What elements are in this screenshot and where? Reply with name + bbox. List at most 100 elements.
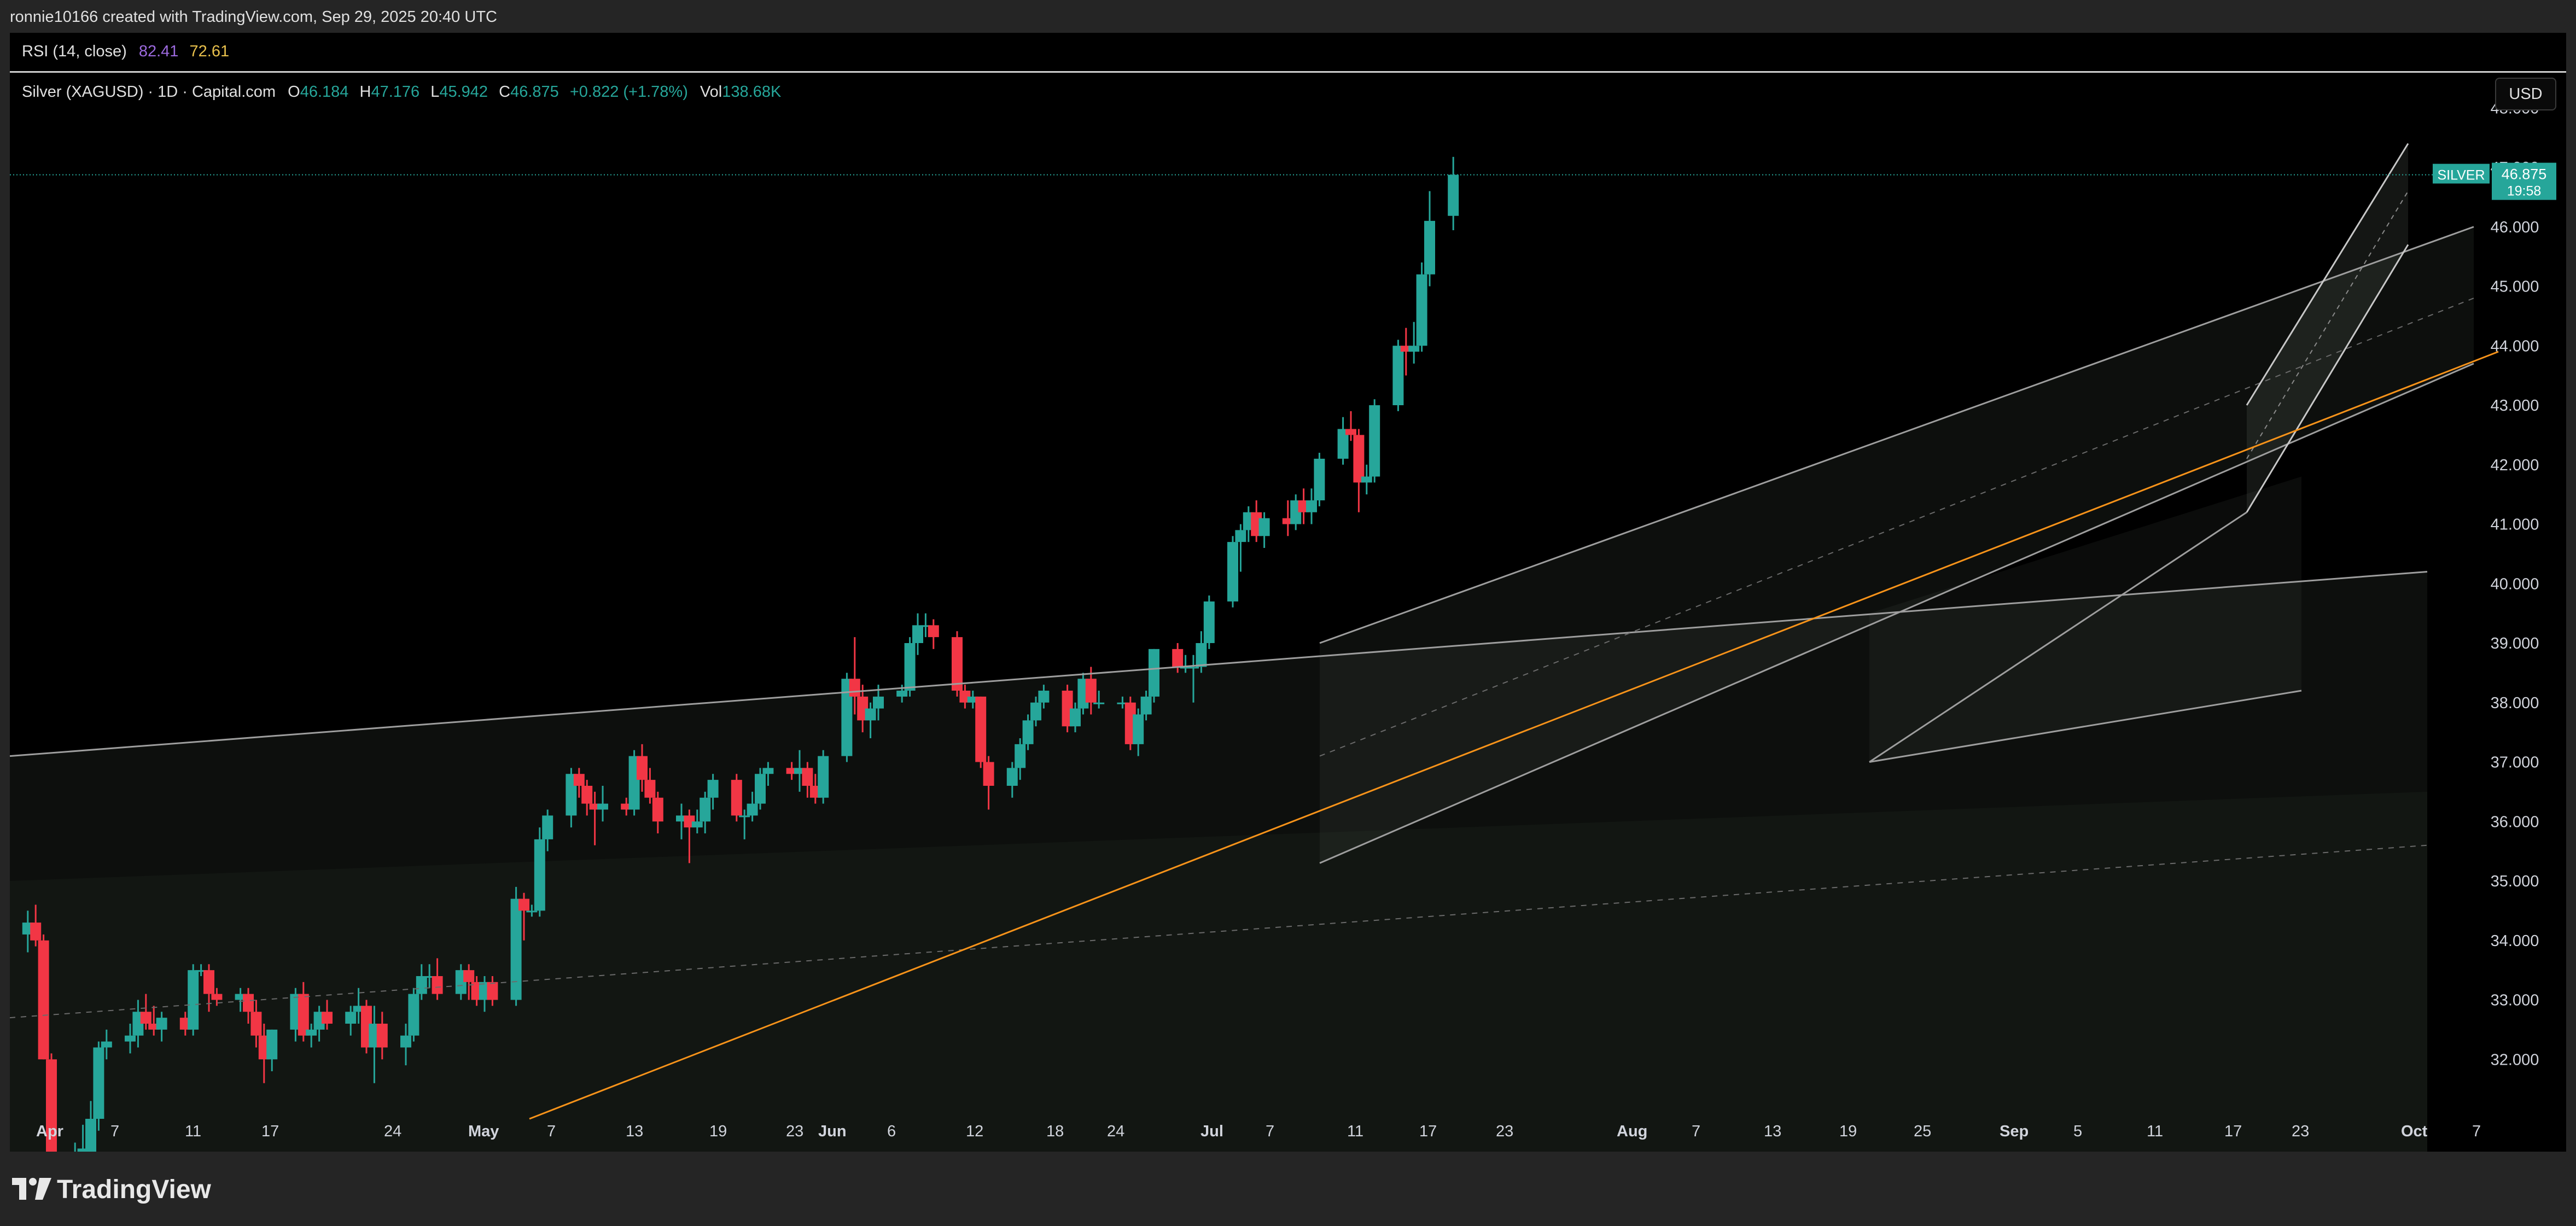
- candle-body: [1149, 649, 1159, 697]
- candle-body: [93, 1047, 104, 1119]
- candle-body: [30, 923, 42, 941]
- aug-channel-inner: [1869, 511, 2247, 763]
- time-axis-label: 25: [1914, 1123, 1931, 1140]
- open-value: 46.184: [300, 83, 349, 101]
- time-axis-label: Jul: [1200, 1123, 1223, 1140]
- symbol-tag-label: SILVER: [2437, 168, 2485, 183]
- candle-body: [306, 1029, 317, 1036]
- time-axis-label: Aug: [1617, 1123, 1647, 1140]
- candle-body: [731, 780, 742, 816]
- candle-body: [243, 994, 254, 1012]
- candle-body: [400, 1035, 411, 1048]
- candle-body: [1416, 274, 1427, 346]
- candle-body: [762, 768, 774, 774]
- candle-body: [597, 803, 608, 810]
- candle-body: [849, 679, 860, 697]
- candle-body: [652, 797, 663, 822]
- candle-body: [376, 1024, 388, 1048]
- channel-upper-line: [10, 571, 2428, 757]
- candle-body: [1038, 691, 1050, 703]
- candle-body: [1133, 714, 1144, 744]
- candle-body: [1392, 346, 1404, 405]
- time-axis-label: 23: [2292, 1123, 2309, 1140]
- price-axis-label: 40.000: [2491, 575, 2539, 593]
- price-axis-label: 43.000: [2491, 397, 2539, 414]
- currency-button[interactable]: USD: [2495, 78, 2556, 110]
- candle-body: [912, 625, 923, 643]
- time-axis-label: 7: [1266, 1123, 1274, 1140]
- candle-body: [573, 774, 585, 786]
- candle-body: [1196, 643, 1207, 667]
- candle-body: [865, 708, 876, 721]
- price-axis-label: 38.000: [2491, 694, 2539, 712]
- support-trendline: [529, 351, 2499, 1120]
- candle-body: [818, 756, 829, 798]
- time-axis-label: 11: [185, 1123, 201, 1140]
- candle-body: [707, 780, 719, 798]
- price-axis-label: 36.000: [2491, 813, 2539, 831]
- symbol-tag-bg: [2433, 164, 2490, 184]
- candle-body: [518, 898, 529, 911]
- channel-fill-steep: [2247, 143, 2408, 512]
- price-tag-bg: [2492, 162, 2556, 200]
- candle-body: [644, 780, 656, 798]
- close-value: 46.875: [510, 83, 559, 101]
- candle-body: [1070, 708, 1081, 727]
- aug-channel-lower: [1869, 690, 2302, 763]
- candle-body: [786, 768, 797, 774]
- candle-body: [904, 643, 916, 691]
- price-axis-label: 35.000: [2491, 873, 2539, 890]
- time-axis-label: 12: [966, 1123, 983, 1140]
- candle-body: [1172, 649, 1184, 667]
- rsi-label: RSI (14, close): [22, 43, 127, 60]
- time-axis-label: May: [468, 1123, 499, 1140]
- tradingview-logo[interactable]: TradingView: [12, 1175, 211, 1206]
- candle-body: [1117, 702, 1128, 704]
- candle-body: [1015, 744, 1026, 768]
- rsi-pane[interactable]: RSI (14, close) 82.41 72.61: [10, 33, 2566, 73]
- channel-fill-large: [10, 571, 2427, 1152]
- high-value: 47.176: [371, 83, 420, 101]
- candle-body: [1306, 500, 1317, 512]
- price-axis-label: 42.000: [2491, 457, 2539, 474]
- candle-body: [1235, 530, 1246, 542]
- time-axis-label: 24: [1107, 1123, 1124, 1140]
- time-axis-label: Oct: [2401, 1123, 2428, 1140]
- candle-body: [983, 762, 994, 786]
- symbol-title[interactable]: Silver (XAGUSD) · 1D · Capital.com: [22, 83, 276, 101]
- candle-body: [841, 679, 853, 756]
- drawing-layer: [10, 143, 2474, 1152]
- price-axis-label: 33.000: [2491, 992, 2539, 1009]
- candle-body: [77, 1148, 89, 1152]
- candle-body: [1361, 476, 1372, 483]
- volume-label: Vol: [700, 83, 722, 101]
- candle-body: [1353, 435, 1365, 483]
- candle-body: [967, 696, 978, 703]
- candle-body: [250, 1012, 262, 1036]
- candle-body: [621, 803, 632, 810]
- time-axis-label: 23: [786, 1123, 803, 1140]
- candle-body: [345, 1012, 357, 1024]
- time-axis-label: 7: [547, 1123, 556, 1140]
- price-axis-label: 34.000: [2491, 932, 2539, 950]
- high-label: H: [359, 83, 371, 101]
- chart-frame[interactable]: 32.000 33.000 34.000 35.000 36.000 37.000 38.0…: [10, 33, 2566, 1152]
- candle-body: [975, 696, 987, 762]
- time-axis-label: 24: [384, 1123, 401, 1140]
- candle-body: [156, 1018, 167, 1030]
- price-axis-label: 37.000: [2491, 754, 2539, 772]
- price-chart[interactable]: 32.000 33.000 34.000 35.000 36.000 37.000 38.0…: [10, 33, 2566, 1152]
- candle-body: [920, 625, 931, 627]
- footer: TradingView: [0, 1152, 2576, 1226]
- rsi-value: 82.41: [138, 43, 179, 60]
- candle-body: [188, 970, 199, 1030]
- candle-body: [1227, 542, 1238, 602]
- overlay-lines-layer: [10, 143, 2499, 1120]
- time-axis-label: 19: [709, 1123, 727, 1140]
- attribution-text: ronnie10166 created with TradingView.com…: [10, 8, 497, 26]
- time-axis-label: 17: [261, 1123, 279, 1140]
- mid-channel-lower: [1319, 363, 2474, 864]
- candle-body: [487, 982, 498, 1000]
- price-tag-value: 46.875: [2502, 166, 2547, 183]
- time-axis-label: 23: [1496, 1123, 1513, 1140]
